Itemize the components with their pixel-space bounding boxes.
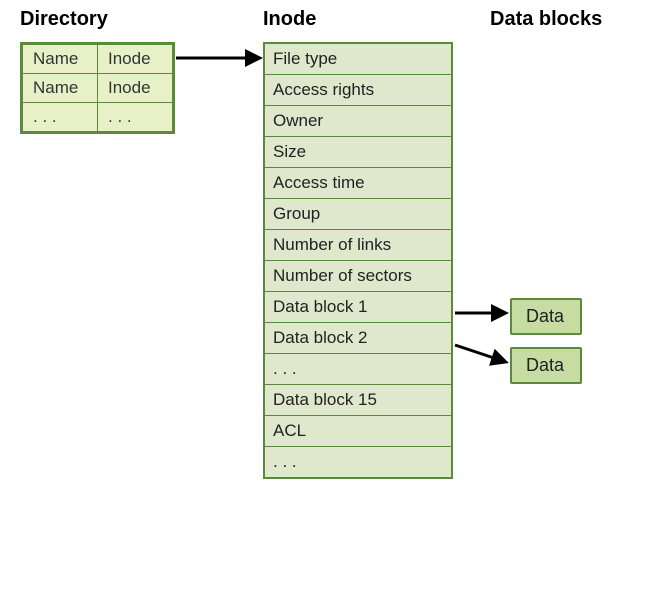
heading-directory: Directory [20,8,108,31]
inode-ellipsis: . . . [265,354,451,385]
inode-numsectors: Number of sectors [265,261,451,292]
table-row: . . . . . . [23,103,173,132]
dir-name-cell: Name [23,45,98,74]
inode-datablock2: Data block 2 [265,323,451,354]
dir-inode-cell: Inode [98,45,173,74]
arrow-db2-to-data [455,345,506,362]
data-block-box-2: Data [510,347,582,384]
inode-owner: Owner [265,106,451,137]
inode-ellipsis: . . . [265,447,451,477]
table-row: Name Inode [23,45,173,74]
inode-filetype: File type [265,44,451,75]
inode-datablock1: Data block 1 [265,292,451,323]
inode-datablock15: Data block 15 [265,385,451,416]
dir-inode-cell: Inode [98,74,173,103]
dir-name-cell: . . . [23,103,98,132]
data-block-box-1: Data [510,298,582,335]
heading-datablocks: Data blocks [490,8,602,31]
inode-acl: ACL [265,416,451,447]
inode-table: File type Access rights Owner Size Acces… [263,42,453,479]
table-row: Name Inode [23,74,173,103]
inode-numlinks: Number of links [265,230,451,261]
dir-name-cell: Name [23,74,98,103]
inode-accesstime: Access time [265,168,451,199]
directory-table: Name Inode Name Inode . . . . . . [20,42,175,134]
inode-accessrights: Access rights [265,75,451,106]
heading-inode: Inode [263,8,316,31]
inode-group: Group [265,199,451,230]
inode-size: Size [265,137,451,168]
dir-inode-cell: . . . [98,103,173,132]
